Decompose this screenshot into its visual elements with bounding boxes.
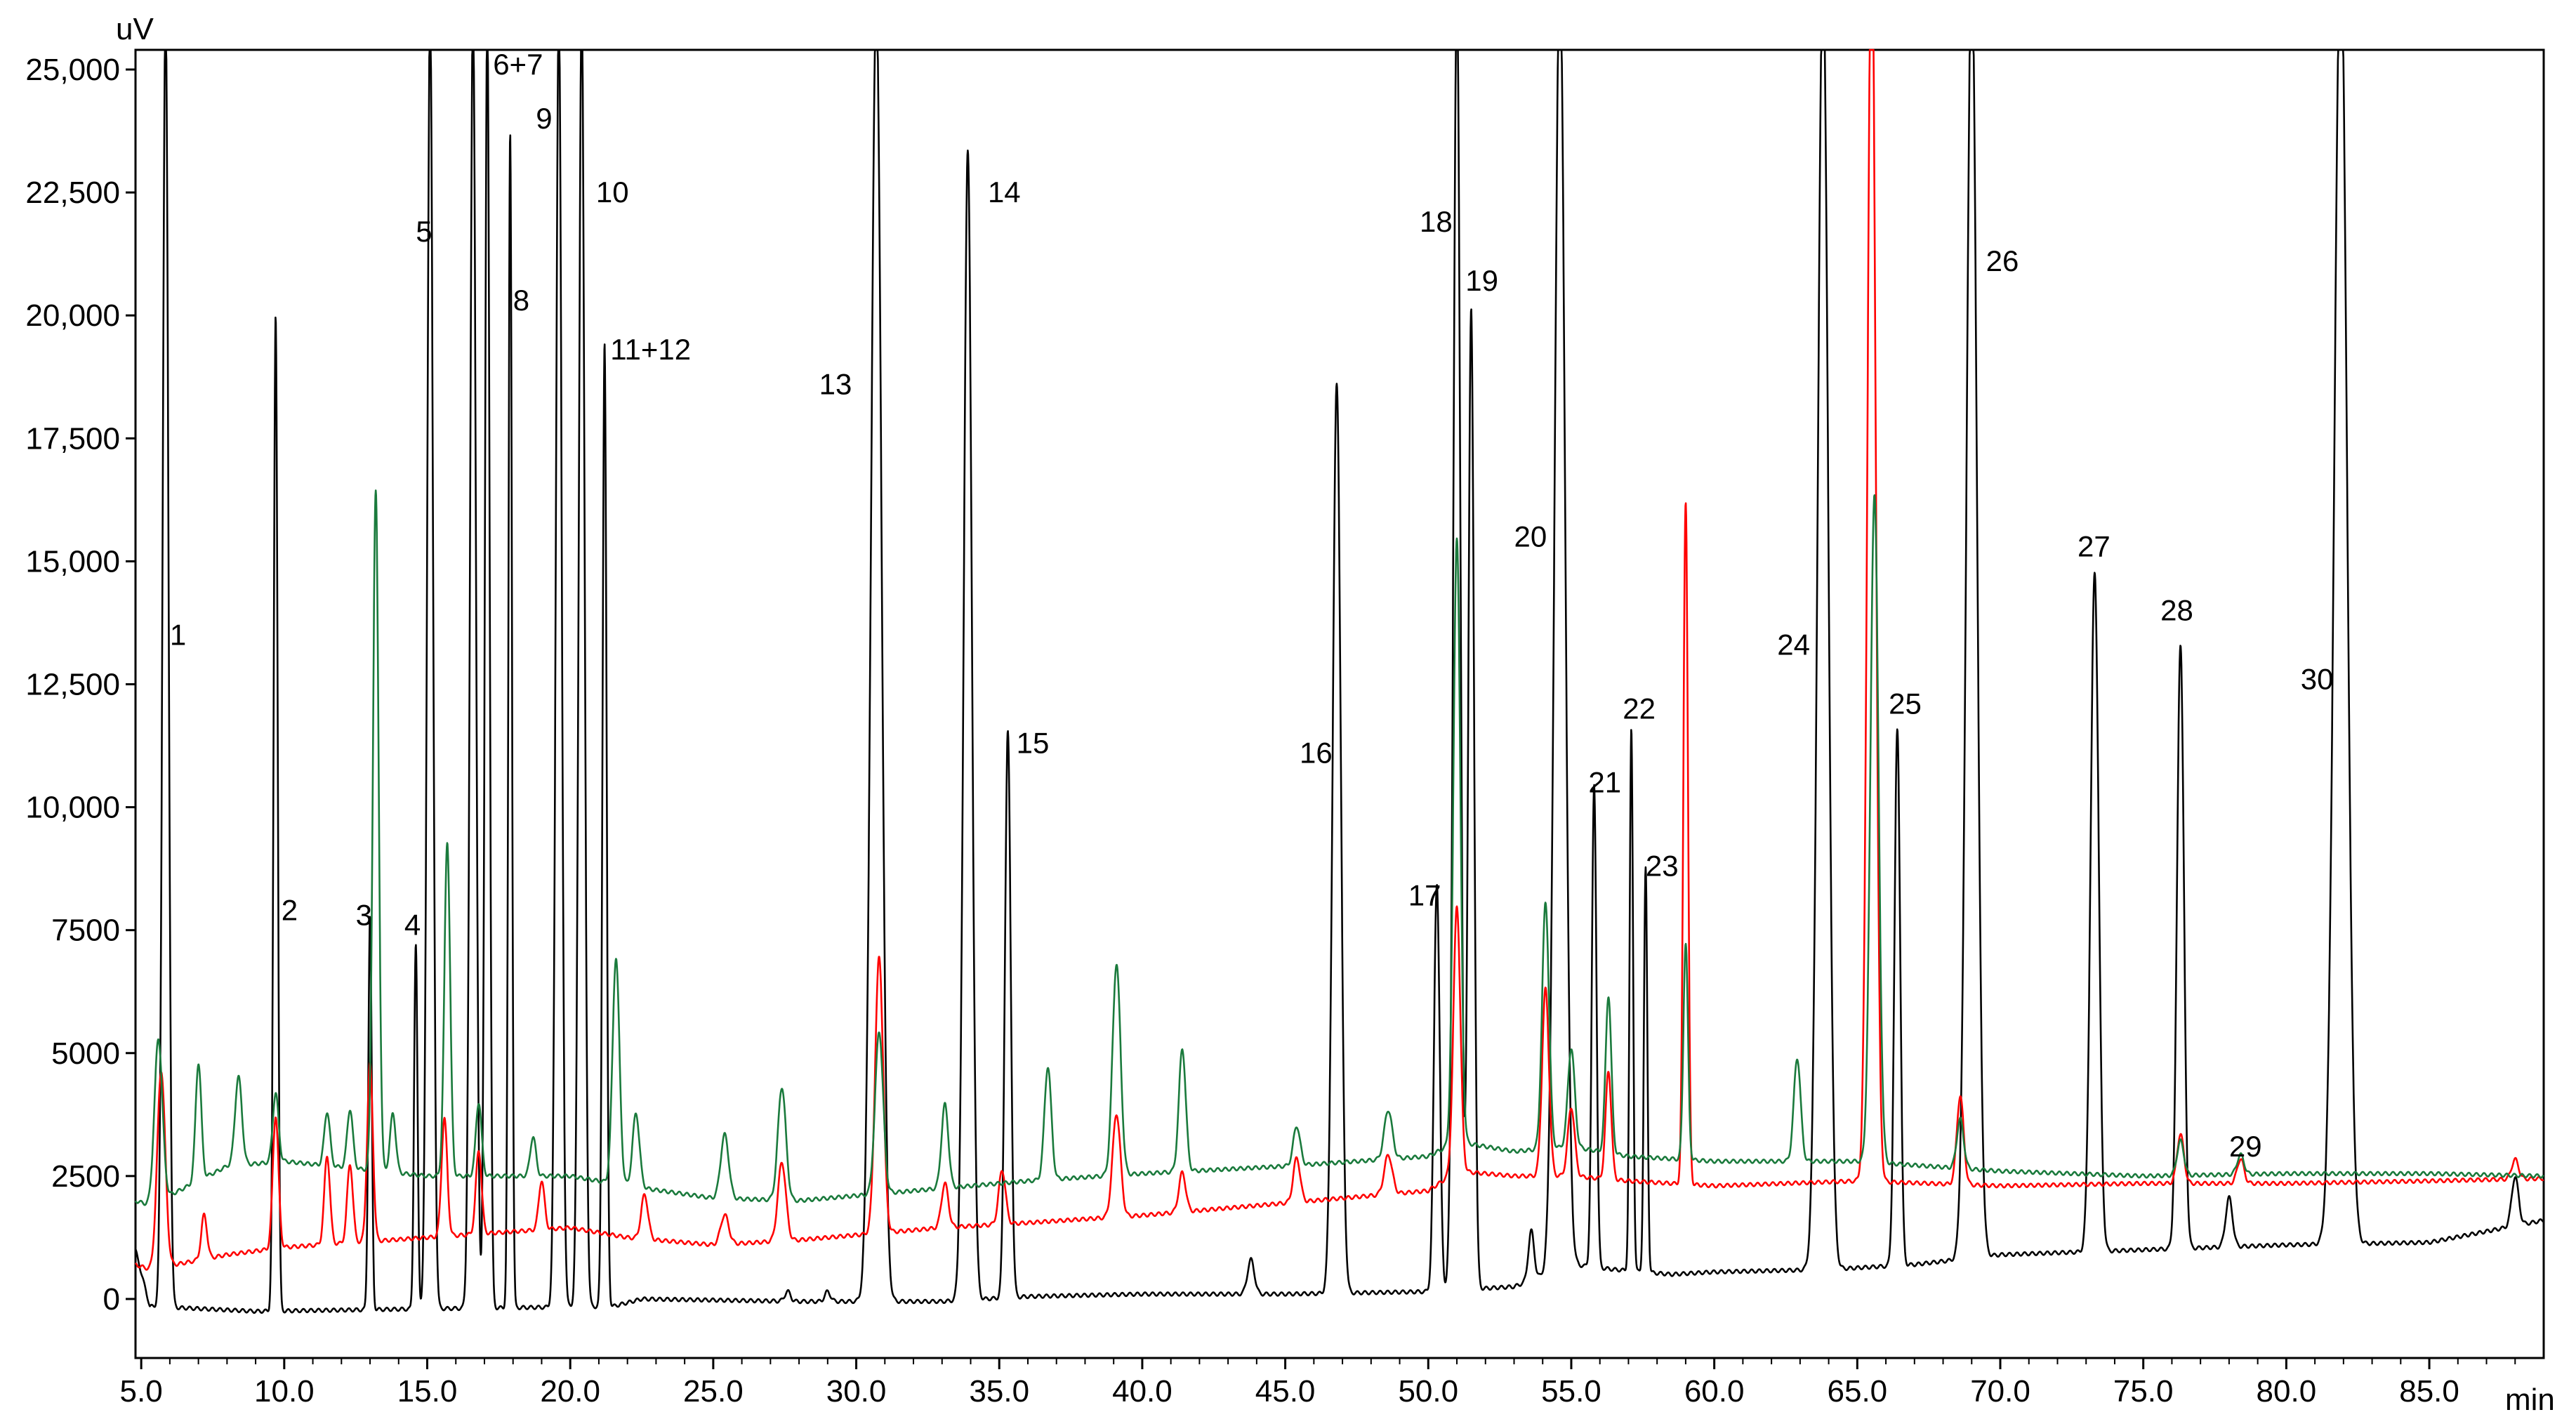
y-tick-label: 10,000 — [25, 791, 120, 825]
series-trace-1 — [134, 48, 2544, 1314]
x-tick-label: 15.0 — [397, 1374, 458, 1409]
x-axis: 5.0 10.0 15.0 20.0 25.0 30.0 35.0 40.0 45.0 50.0 5… — [120, 1358, 2516, 1409]
x-tick-label: 40.0 — [1112, 1374, 1173, 1409]
y-tick-label: 22,500 — [25, 176, 120, 210]
peak-label: 5 — [416, 215, 432, 248]
x-tick-label: 55.0 — [1541, 1374, 1601, 1409]
x-tick-label: 60.0 — [1684, 1374, 1745, 1409]
series-trace-3 — [134, 489, 2544, 1206]
y-tick-label: 17,500 — [25, 421, 120, 456]
x-tick-label: 25.0 — [683, 1374, 744, 1409]
peak-label: 30 — [2301, 662, 2334, 695]
y-tick-label: 20,000 — [25, 298, 120, 333]
peak-label: 2 — [282, 894, 298, 927]
peak-label: 18 — [1420, 205, 1453, 238]
y-tick-label: 15,000 — [25, 544, 120, 579]
x-tick-label: 5.0 — [120, 1374, 163, 1409]
peak-label: 9 — [536, 102, 552, 135]
y-tick-label: 12,500 — [25, 667, 120, 701]
y-tick-label: 2500 — [51, 1159, 120, 1194]
peak-label: 25 — [1889, 687, 1922, 720]
y-tick-label: 25,000 — [25, 53, 120, 87]
peak-label: 19 — [1465, 264, 1498, 297]
series-layer — [134, 48, 2544, 1314]
peak-label: 14 — [988, 176, 1021, 209]
peak-label: 11+12 — [610, 333, 691, 366]
y-tick-label: 0 — [103, 1282, 120, 1317]
peak-label: 22 — [1623, 692, 1656, 725]
x-tick-label: 75.0 — [2113, 1374, 2174, 1409]
peak-label: 21 — [1588, 766, 1621, 799]
peak-label: 27 — [2078, 529, 2111, 562]
x-tick-label: 45.0 — [1255, 1374, 1316, 1409]
peak-label: 4 — [404, 909, 421, 942]
peak-label: 26 — [1986, 244, 2019, 277]
y-tick-label: 7500 — [51, 914, 120, 948]
x-tick-label: 50.0 — [1398, 1374, 1458, 1409]
x-tick-label: 85.0 — [2399, 1374, 2459, 1409]
x-axis-unit: min — [2505, 1383, 2555, 1417]
y-axis: 0 2500 5000 7500 10,000 12,500 15,000 17,500 20,… — [25, 53, 136, 1317]
x-tick-label: 65.0 — [1828, 1374, 1888, 1409]
peak-label: 3 — [356, 899, 372, 932]
y-axis-unit: uV — [116, 12, 154, 46]
peak-label: 15 — [1017, 727, 1050, 760]
peak-label: 16 — [1300, 737, 1333, 770]
peak-label: 17 — [1408, 879, 1441, 912]
y-tick-label: 5000 — [51, 1036, 120, 1071]
x-tick-label: 70.0 — [1970, 1374, 2030, 1409]
peak-label: 23 — [1646, 850, 1679, 883]
x-tick-label: 80.0 — [2257, 1374, 2317, 1409]
peak-label: 10 — [596, 176, 629, 209]
peak-label: 8 — [513, 284, 529, 317]
peak-label: 29 — [2229, 1130, 2262, 1163]
peak-label: 28 — [2160, 593, 2193, 626]
peak-label: 6+7 — [493, 48, 543, 81]
peak-label: 1 — [170, 618, 186, 651]
x-tick-label: 30.0 — [826, 1374, 887, 1409]
peak-label: 13 — [819, 367, 852, 400]
x-tick-label: 35.0 — [969, 1374, 1029, 1409]
x-tick-label: 10.0 — [254, 1374, 315, 1409]
plot-frame — [134, 48, 2545, 1359]
peak-label: 24 — [1777, 628, 1810, 661]
series-trace-2 — [135, 48, 2544, 1271]
x-tick-label: 20.0 — [540, 1374, 600, 1409]
peak-label: 20 — [1514, 520, 1547, 553]
